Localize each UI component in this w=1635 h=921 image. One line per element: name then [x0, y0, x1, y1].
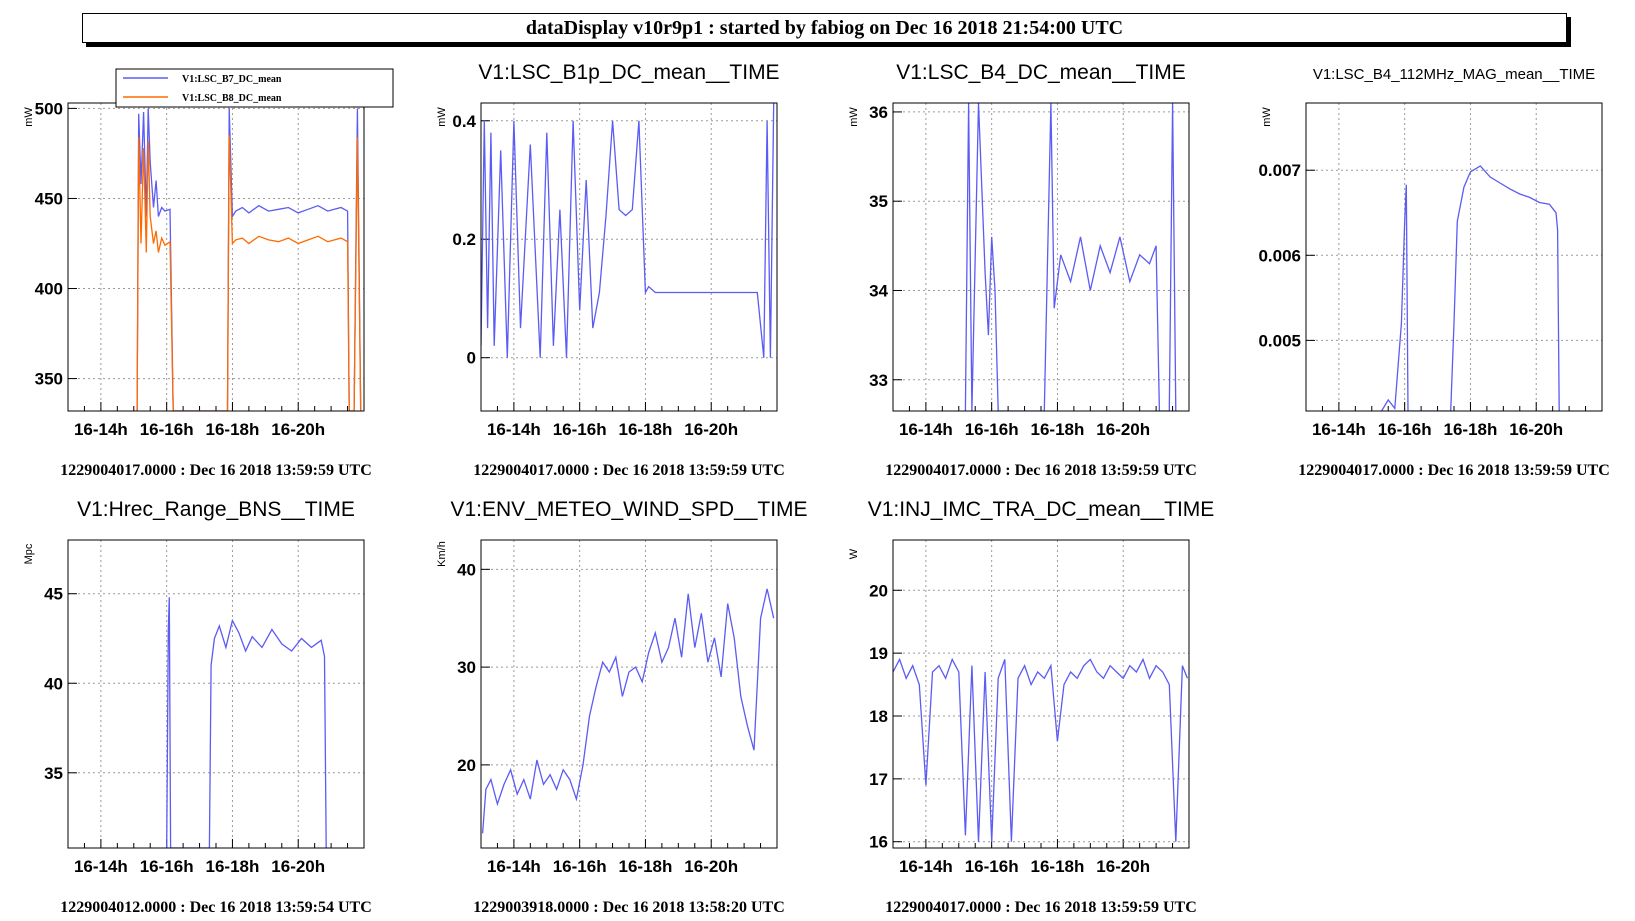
chart-footer: 1229004017.0000 : Dec 16 2018 13:59:59 U…: [473, 462, 785, 479]
y-tick-label: 0: [467, 349, 476, 368]
plot-frame: [1305, 102, 1603, 412]
y-tick-label: 0.007: [1258, 161, 1301, 180]
x-tick-label: 16-20h: [684, 857, 738, 876]
chart-title: V1:LSC_B1p_DC_mean__TIME: [478, 61, 779, 84]
series-line: [481, 103, 775, 358]
x-tick-label: 16-16h: [140, 420, 194, 439]
chart-footer: 1229004017.0000 : Dec 16 2018 13:59:59 U…: [1298, 462, 1610, 479]
series-line: [1381, 165, 1560, 411]
y-tick-label: 18: [869, 707, 888, 726]
series-line: [481, 588, 775, 834]
x-tick-label: 16-18h: [206, 857, 260, 876]
x-tick-label: 16-20h: [1509, 420, 1563, 439]
x-tick-label: 16-14h: [487, 857, 541, 876]
x-tick-label: 16-18h: [1444, 420, 1498, 439]
x-tick-label: 16-20h: [1096, 857, 1150, 876]
series-line: [166, 597, 327, 848]
x-tick-label: 16-14h: [74, 857, 128, 876]
plot-frame: [892, 102, 1190, 412]
x-tick-label: 16-14h: [899, 857, 953, 876]
y-tick-label: 35: [44, 764, 63, 783]
x-tick-label: 16-16h: [553, 857, 607, 876]
plot-frame: [480, 102, 778, 412]
chart-footer: 1229004017.0000 : Dec 16 2018 13:59:59 U…: [885, 899, 1197, 916]
y-axis-label: mW: [23, 107, 35, 127]
x-tick-label: 16-18h: [619, 857, 673, 876]
x-tick-label: 16-16h: [965, 857, 1019, 876]
x-tick-label: 16-16h: [140, 857, 194, 876]
y-tick-label: 34: [869, 281, 888, 300]
y-tick-label: 30: [457, 658, 476, 677]
plot-frame: [480, 539, 778, 849]
legend-entry: V1:LSC_B8_DC_mean: [182, 93, 282, 104]
x-tick-label: 16-18h: [1031, 420, 1085, 439]
x-tick-label: 16-20h: [271, 420, 325, 439]
chart-footer: 1229004017.0000 : Dec 16 2018 13:59:59 U…: [60, 462, 372, 479]
y-tick-label: 45: [44, 585, 63, 604]
x-tick-label: 16-14h: [74, 420, 128, 439]
plot-frame: [892, 539, 1190, 849]
window-title-banner: dataDisplay v10r9p1 : started by fabiog …: [82, 13, 1567, 43]
chart-title: V1:LSC_B4_DC_mean__TIME: [896, 61, 1185, 84]
x-tick-label: 16-20h: [271, 857, 325, 876]
y-tick-label: 40: [44, 674, 63, 693]
x-tick-label: 16-14h: [899, 420, 953, 439]
y-tick-label: 0.005: [1258, 331, 1301, 350]
x-tick-label: 16-14h: [1312, 420, 1366, 439]
y-tick-label: 20: [869, 581, 888, 600]
y-tick-label: 0.006: [1258, 246, 1301, 265]
chart-footer: 1229003918.0000 : Dec 16 2018 13:58:20 U…: [473, 899, 785, 916]
legend-box: [115, 68, 394, 108]
y-tick-label: 16: [869, 833, 888, 852]
plot-frame: [67, 539, 365, 849]
x-tick-label: 16-20h: [1096, 420, 1150, 439]
y-tick-label: 400: [35, 280, 63, 299]
series-line: [136, 135, 362, 411]
y-axis-label: mW: [1261, 107, 1273, 127]
series-line: [136, 108, 362, 411]
chart-title: V1:LSC_B4_112MHz_MAG_mean__TIME: [1313, 66, 1595, 83]
y-tick-label: 17: [869, 770, 888, 789]
x-tick-label: 16-16h: [1378, 420, 1432, 439]
y-tick-label: 20: [457, 756, 476, 775]
x-tick-label: 16-18h: [1031, 857, 1085, 876]
y-axis-label: mW: [436, 107, 448, 127]
x-tick-label: 16-16h: [965, 420, 1019, 439]
y-tick-label: 500: [35, 99, 63, 118]
chart-title: V1:INJ_IMC_TRA_DC_mean__TIME: [868, 498, 1215, 521]
chart-title: V1:Hrec_Range_BNS__TIME: [77, 498, 355, 521]
y-axis-label: W: [848, 548, 860, 559]
y-tick-label: 350: [35, 370, 63, 389]
plot-frame: [67, 102, 365, 412]
y-tick-label: 19: [869, 644, 888, 663]
y-tick-label: 33: [869, 371, 888, 390]
y-axis-label: Km/h: [436, 541, 448, 567]
chart-footer: 1229004012.0000 : Dec 16 2018 13:59:54 U…: [60, 899, 372, 916]
y-tick-label: 35: [869, 192, 888, 211]
y-tick-label: 36: [869, 103, 888, 122]
y-tick-label: 0.2: [452, 230, 476, 249]
series-line: [893, 657, 1189, 842]
chart-footer: 1229004017.0000 : Dec 16 2018 13:59:59 U…: [885, 462, 1197, 479]
x-tick-label: 16-16h: [553, 420, 607, 439]
y-axis-label: mW: [848, 107, 860, 127]
window-title: dataDisplay v10r9p1 : started by fabiog …: [525, 16, 1124, 39]
x-tick-label: 16-18h: [206, 420, 260, 439]
y-axis-label: Mpc: [23, 543, 35, 564]
y-tick-label: 450: [35, 189, 63, 208]
chart-title: V1:ENV_METEO_WIND_SPD__TIME: [450, 498, 807, 521]
series-line: [964, 103, 1177, 411]
legend-entry: V1:LSC_B7_DC_mean: [182, 74, 282, 85]
y-tick-label: 40: [457, 560, 476, 579]
x-tick-label: 16-14h: [487, 420, 541, 439]
x-tick-label: 16-20h: [684, 420, 738, 439]
y-tick-label: 0.4: [452, 112, 476, 131]
x-tick-label: 16-18h: [619, 420, 673, 439]
